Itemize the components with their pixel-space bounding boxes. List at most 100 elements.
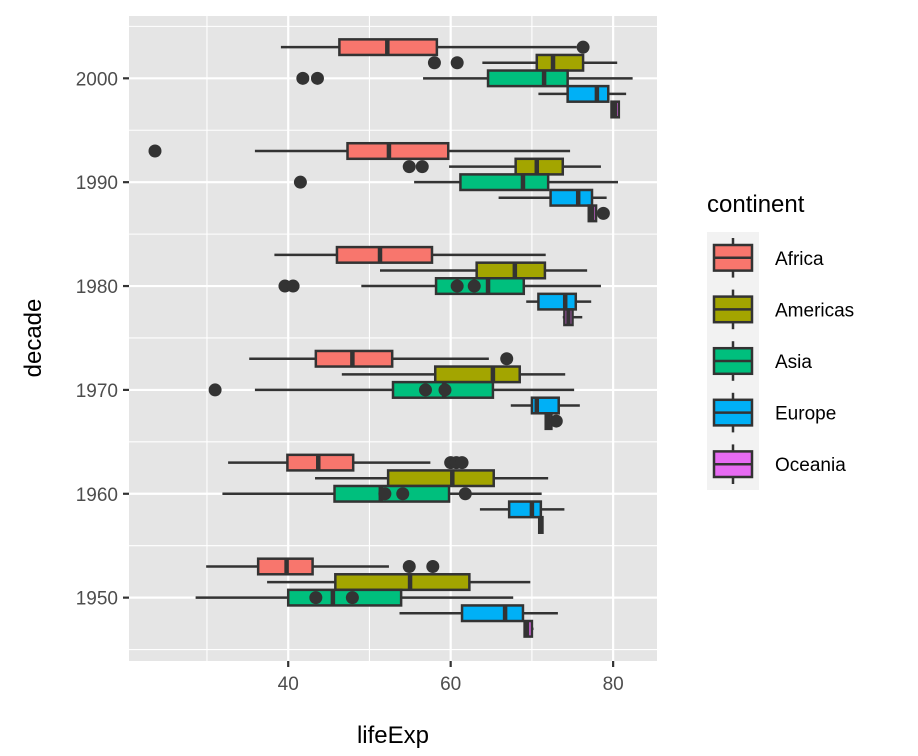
outlier-point	[576, 40, 590, 54]
box-africa-1960	[228, 453, 469, 472]
legend-title: continent	[707, 191, 805, 218]
y-axis: 1950 1960 1970 1980 1990 2000	[76, 69, 129, 610]
box-africa-1990	[148, 141, 571, 161]
x-tick-label: 60	[440, 674, 461, 695]
box-iqr	[535, 53, 585, 72]
box-asia-1980	[278, 277, 601, 296]
box-iqr	[459, 173, 550, 192]
outlier-point	[286, 279, 300, 293]
outlier-point	[148, 144, 162, 158]
box-africa-1980	[274, 245, 546, 264]
x-tick-label: 80	[603, 674, 624, 695]
box-iqr	[507, 500, 543, 519]
series-oceania	[523, 100, 621, 638]
legend-item-europe: Europe	[712, 392, 836, 433]
box-europe-1970	[510, 396, 580, 415]
box-americas-1990	[402, 157, 601, 176]
boxplot-marks	[148, 38, 633, 638]
y-tick-label: 2000	[76, 69, 118, 90]
legend-label: Oceania	[775, 455, 846, 476]
outlier-point	[426, 559, 440, 573]
box-oceania-1960	[537, 515, 544, 534]
legend-item-africa: Africa	[712, 238, 824, 278]
box-oceania-1970	[544, 412, 563, 431]
y-tick-label: 1960	[76, 485, 118, 506]
box-oceania-1980	[562, 308, 583, 327]
box-africa-1950	[206, 557, 440, 576]
box-iqr	[514, 157, 565, 176]
outlier-point	[596, 206, 610, 220]
outlier-point	[293, 175, 307, 189]
series-africa	[148, 38, 590, 576]
box-europe-1950	[399, 604, 558, 623]
series-americas	[267, 53, 618, 592]
box-iqr	[346, 141, 450, 161]
outlier-point	[296, 71, 310, 85]
y-tick-label: 1990	[76, 173, 118, 194]
legend-item-asia: Asia	[712, 341, 812, 381]
box-iqr	[286, 588, 403, 607]
legend-item-oceania: Oceania	[712, 444, 846, 484]
box-europe-1990	[498, 188, 607, 207]
box-iqr	[433, 365, 521, 384]
box-iqr	[460, 604, 525, 623]
outlier-point	[396, 487, 410, 501]
x-tick-label: 40	[278, 674, 299, 695]
box-asia-1950	[195, 588, 514, 607]
box-europe-1960	[479, 500, 565, 519]
legend-item-americas: Americas	[712, 289, 854, 330]
outlier-point	[418, 383, 432, 397]
outlier-point	[549, 414, 563, 428]
box-iqr	[333, 484, 451, 503]
box-americas-1950	[267, 573, 531, 592]
box-asia-2000	[296, 69, 633, 88]
box-americas-1960	[315, 469, 549, 488]
box-iqr	[386, 469, 495, 488]
y-tick-label: 1980	[76, 277, 118, 298]
series-asia	[195, 69, 633, 607]
box-europe-2000	[538, 84, 627, 103]
outlier-point	[500, 352, 514, 366]
box-asia-1990	[293, 173, 619, 192]
box-africa-1970	[249, 349, 514, 368]
box-asia-1970	[208, 380, 575, 399]
y-axis-title: decade	[20, 299, 47, 378]
outlier-point	[467, 279, 481, 293]
outlier-point	[450, 279, 464, 293]
outlier-point	[378, 487, 392, 501]
box-iqr	[566, 84, 610, 103]
outlier-point	[310, 71, 324, 85]
legend-label: Africa	[775, 249, 824, 270]
outlier-point	[208, 383, 222, 397]
y-tick-label: 1950	[76, 589, 118, 610]
series-europe	[399, 84, 627, 623]
box-iqr	[486, 69, 569, 88]
legend-label: Asia	[775, 352, 812, 373]
minor-gridlines	[129, 16, 657, 661]
outlier-point	[309, 591, 323, 605]
y-tick-label: 1970	[76, 381, 118, 402]
box-africa-2000	[280, 38, 590, 57]
box-oceania-1950	[523, 619, 534, 638]
outlier-point	[438, 383, 452, 397]
legend-label: Americas	[775, 300, 854, 321]
outlier-point	[455, 456, 469, 470]
legend-label: Europe	[775, 404, 836, 425]
box-oceania-1990	[587, 204, 610, 223]
box-oceania-2000	[610, 100, 621, 119]
box-iqr	[335, 245, 434, 264]
x-axis-title: lifeExp	[357, 722, 429, 749]
outlier-point	[450, 56, 464, 70]
box-iqr	[549, 188, 594, 207]
box-iqr	[334, 573, 471, 592]
box-asia-1960	[222, 484, 542, 503]
box-iqr	[475, 261, 547, 280]
outlier-point	[402, 160, 416, 174]
box-europe-1980	[526, 292, 592, 311]
outlier-point	[402, 559, 416, 573]
box-iqr	[537, 292, 578, 311]
outlier-point	[345, 591, 359, 605]
legend: continent Africa Americas Asia Europe Oceani…	[707, 191, 854, 490]
outlier-point	[415, 160, 429, 174]
